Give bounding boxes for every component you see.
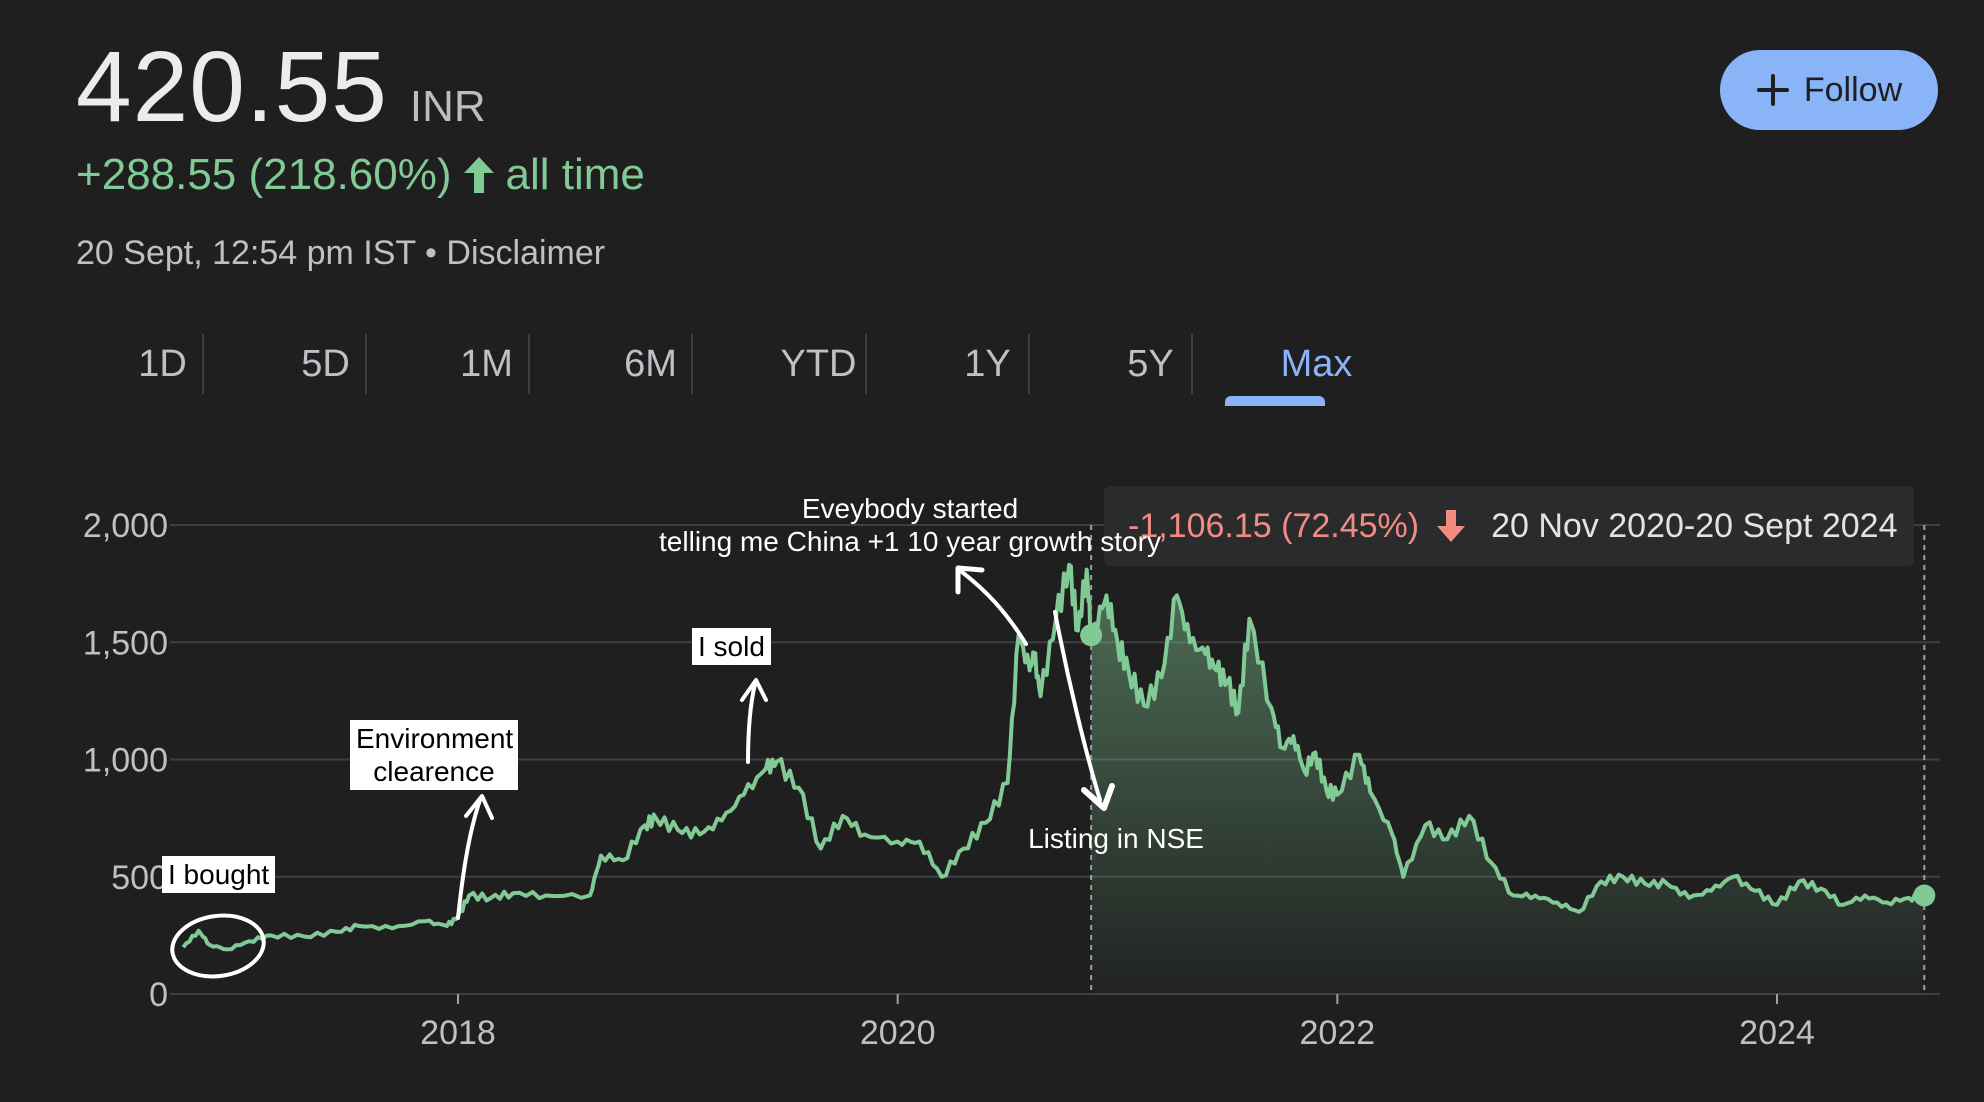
meta-separator: • [425,234,437,272]
note-bought: I bought [162,856,276,893]
note-everybody-line1: Eveybody started [801,493,1019,524]
y-tick-label: 500 [111,859,168,897]
range-tooltip: -1,106.15 (72.45%) 20 Nov 2020-20 Sept 2… [1104,486,1914,566]
arrow-sold [746,682,757,764]
selection-marker[interactable] [1080,624,1103,647]
x-tick-label: 2024 [1739,1014,1815,1052]
timestamp: 20 Sept, 12:54 pm IST [76,234,416,272]
note-everybody: Eveybody started telling me China +1 10 … [640,492,1180,558]
note-sold: I sold [692,628,771,665]
tab-5d[interactable]: 5D [301,342,350,385]
y-tick-label: 0 [149,976,168,1014]
note-environment-line1: Environment [356,723,514,754]
tab-1d[interactable]: 1D [138,342,187,385]
change-period: all time [505,150,645,199]
arrow-listing [1053,610,1102,802]
y-tick-label: 1,500 [83,624,168,662]
tab-divider [865,334,867,394]
tab-ytd[interactable]: YTD [780,342,857,385]
x-tick-label: 2020 [860,1014,936,1052]
current-price: 420.55 [76,31,388,143]
plus-icon [1756,74,1789,106]
note-environment: Environment clearence [350,720,518,790]
tab-5y[interactable]: 5Y [1127,342,1174,385]
tab-divider [528,334,530,394]
change-line: +288.55 (218.60%) all time [76,150,645,200]
tab-6m[interactable]: 6M [624,342,677,385]
note-environment-line2: clearence [373,756,495,787]
price-line [181,562,1925,952]
currency-label: INR [409,82,486,131]
range-tabs: 1D 5D 1M 6M YTD 1Y 5Y Max [40,330,1360,410]
x-tick-label: 2018 [420,1014,496,1052]
circle-annotation [170,913,266,979]
active-tab-indicator [1225,396,1325,406]
tab-divider [202,334,204,394]
tab-divider [1028,334,1030,394]
tab-max[interactable]: Max [1280,342,1353,385]
selection-marker[interactable] [1913,884,1936,907]
change-value: +288.55 (218.60%) [76,150,452,199]
arrow-up-icon [463,157,494,193]
y-tick-label: 1,000 [83,742,168,780]
y-tick-label: 2,000 [83,507,168,545]
note-everybody-line2: telling me China +1 10 year growth story [659,526,1161,557]
selection-area [1091,595,1925,994]
arrow-down-icon [1437,510,1466,542]
x-tick-label: 2022 [1300,1014,1376,1052]
tab-divider [1191,334,1193,394]
tab-1y[interactable]: 1Y [964,342,1011,385]
follow-button[interactable]: Follow [1720,50,1938,130]
price-block: 420.55 INR [76,30,486,145]
tooltip-change: -1,106.15 (72.45%) [1128,506,1420,545]
tab-divider [691,334,693,394]
arrow-environment [456,798,482,920]
tab-1m[interactable]: 1M [460,342,513,385]
disclaimer-link[interactable]: Disclaimer [446,234,606,272]
tooltip-range: 20 Nov 2020-20 Sept 2024 [1491,506,1898,545]
note-listing: Listing in NSE [1028,823,1204,854]
tab-divider [365,334,367,394]
follow-label: Follow [1803,70,1903,109]
meta-line: 20 Sept, 12:54 pm IST • Disclaimer [76,234,605,273]
arrow-everybody [960,570,1028,646]
